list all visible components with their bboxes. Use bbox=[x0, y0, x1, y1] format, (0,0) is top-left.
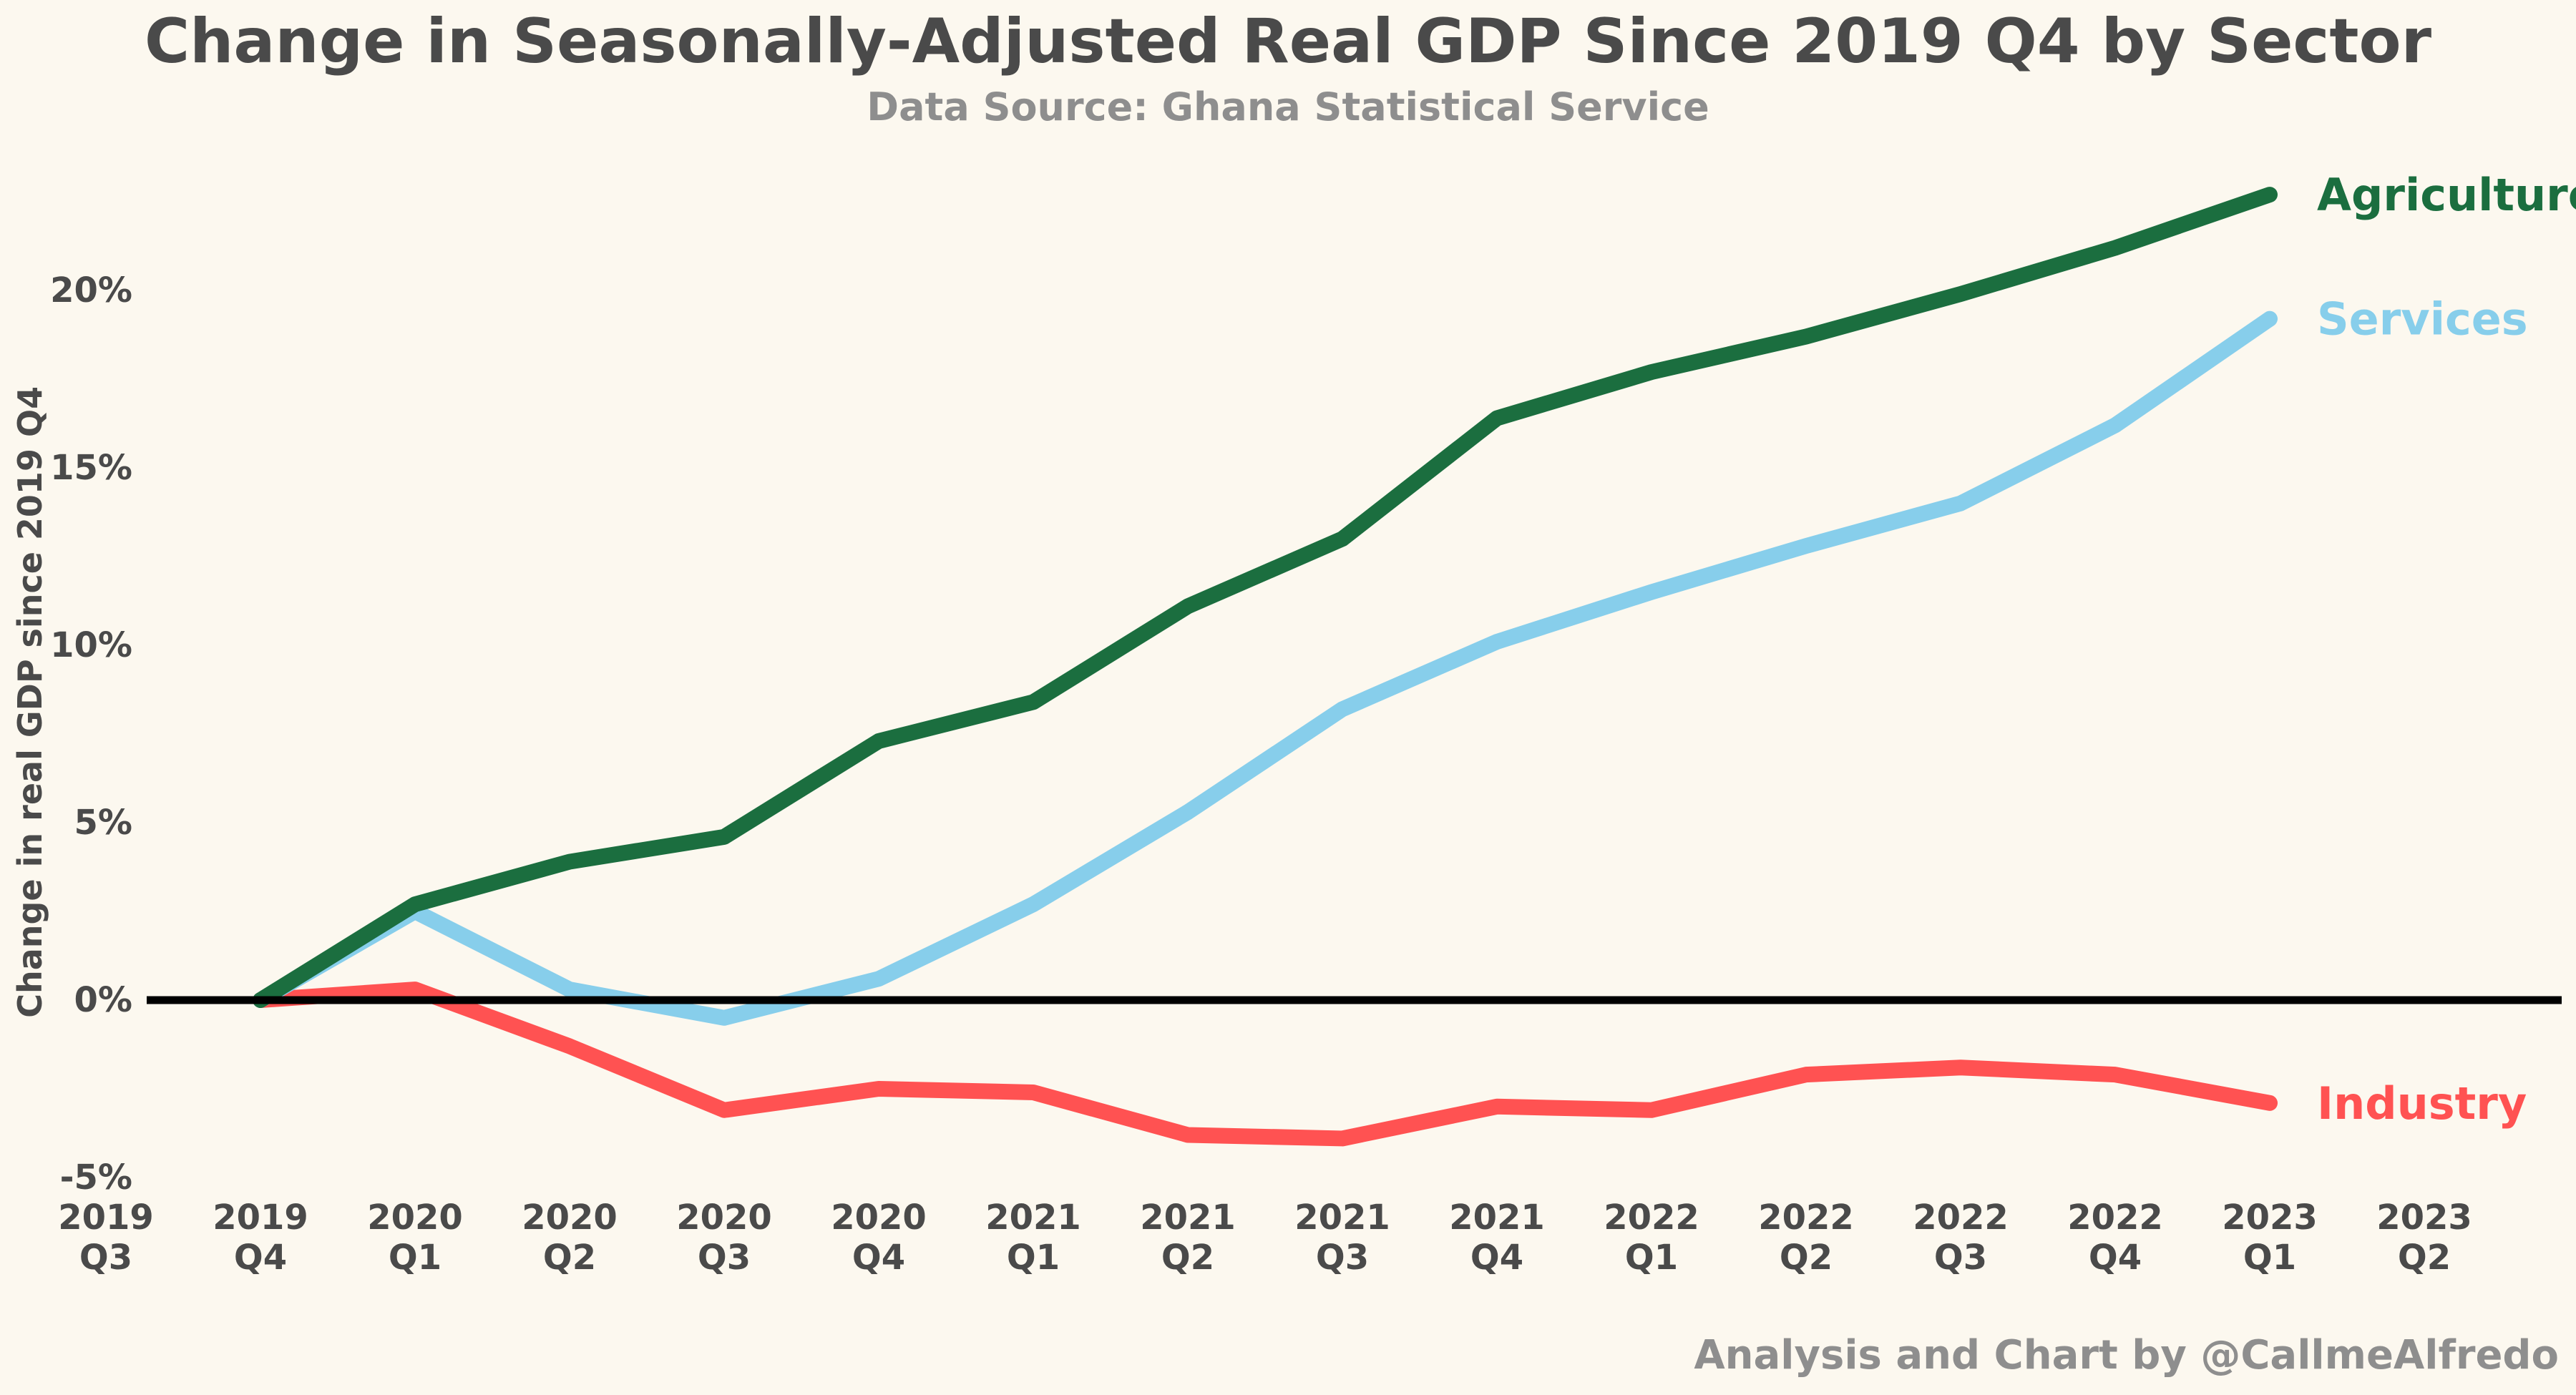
x-tick-label: 2020 Q1 bbox=[367, 1198, 463, 1278]
x-tick-label: 2021 Q4 bbox=[1449, 1198, 1545, 1278]
credit-text: Analysis and Chart by @CallmeAlfredo bbox=[1694, 1332, 2559, 1379]
x-tick-label: 2021 Q1 bbox=[985, 1198, 1081, 1278]
x-tick-label: 2019 Q3 bbox=[58, 1198, 154, 1278]
axis-layer: -5% 0% 5% 10% 15% 20% Change in real GDP since… bbox=[11, 270, 2472, 1278]
x-tick-label: 2021 Q2 bbox=[1140, 1198, 1236, 1278]
x-tick-label: 2021 Q3 bbox=[1294, 1198, 1390, 1278]
y-tick-label: 5% bbox=[74, 803, 133, 843]
series-layer bbox=[147, 187, 2562, 1147]
series-line-agriculture bbox=[253, 187, 2278, 1008]
x-tick-label: 2020 Q3 bbox=[676, 1198, 772, 1278]
x-tick-label: 2022 Q3 bbox=[1913, 1198, 2009, 1278]
x-tick-label: 2023 Q2 bbox=[2376, 1198, 2472, 1278]
x-tick-label: 2020 Q4 bbox=[831, 1198, 927, 1278]
x-tick-label: 2023 Q1 bbox=[2222, 1198, 2318, 1278]
x-tick-label: 2022 Q1 bbox=[1604, 1198, 1699, 1278]
y-tick-label: 20% bbox=[50, 270, 132, 310]
series-label-services: Services bbox=[2317, 293, 2528, 346]
label-layer: Agriculture Services Industry bbox=[2317, 169, 2576, 1130]
series-label-agriculture: Agriculture bbox=[2317, 169, 2576, 221]
y-tick-label: -5% bbox=[60, 1157, 132, 1198]
y-tick-label: 0% bbox=[74, 980, 133, 1020]
series-line-services bbox=[253, 310, 2278, 1026]
y-tick-label: 15% bbox=[50, 448, 132, 488]
x-tick-label: 2020 Q2 bbox=[522, 1198, 618, 1278]
x-tick-label: 2019 Q4 bbox=[213, 1198, 308, 1278]
chart-title: Change in Seasonally-Adjusted Real GDP S… bbox=[145, 6, 2431, 77]
y-tick-label: 10% bbox=[50, 625, 132, 665]
series-label-industry: Industry bbox=[2317, 1077, 2527, 1130]
series-line-industry bbox=[253, 982, 2278, 1147]
x-tick-label: 2022 Q4 bbox=[2067, 1198, 2163, 1278]
y-axis-label: Change in real GDP since 2019 Q4 bbox=[11, 386, 49, 1018]
chart-subtitle: Data Source: Ghana Statistical Service bbox=[867, 84, 1709, 129]
x-tick-label: 2022 Q2 bbox=[1758, 1198, 1854, 1278]
